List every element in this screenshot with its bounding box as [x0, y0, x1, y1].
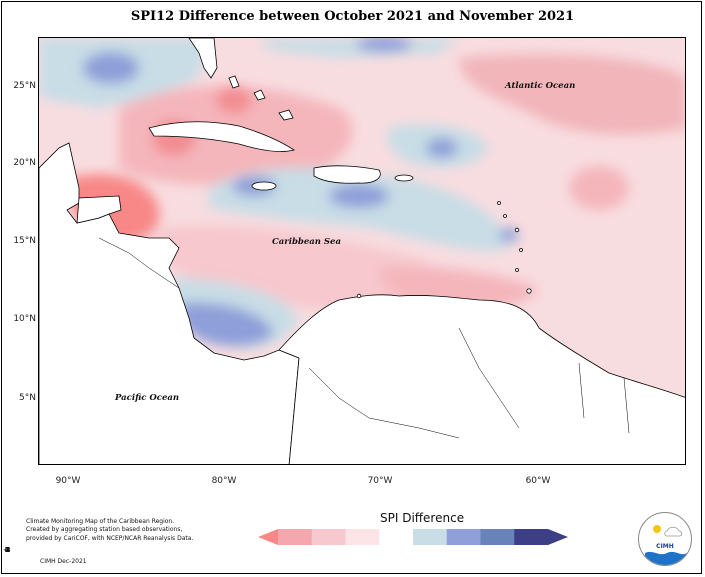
- contour-lesser-antilles-blue: [499, 228, 519, 242]
- credit-text: Climate Monitoring Map of the Caribbean …: [26, 518, 193, 543]
- credit-line-1: Climate Monitoring Map of the Caribbean …: [26, 518, 175, 525]
- contour-top-dark-blue: [356, 38, 412, 52]
- lat-label-10n: 10°N: [13, 314, 36, 324]
- land-antilles-2: [503, 214, 507, 218]
- border-guatemala: [98, 237, 150, 269]
- credit-date: CIMH Dec-2021: [40, 558, 87, 565]
- legend-tick-label: 4: [4, 546, 10, 554]
- border-colombia-venezuela: [308, 367, 460, 439]
- lat-label-25n: 25°N: [13, 81, 36, 91]
- lon-label-90w: 90°W: [55, 476, 81, 486]
- legend-tick-label: 1: [4, 546, 10, 554]
- contour-nw-dark-blue: [83, 52, 139, 84]
- border-suriname-guiana: [623, 377, 630, 434]
- legend-swatches: [258, 529, 568, 545]
- land-antilles-5: [515, 268, 519, 272]
- credit-line-3: provided by CariCOF, with NCEP/NCAR Rean…: [26, 534, 194, 542]
- legend-swatch-3: [345, 529, 380, 545]
- sun-icon: [653, 525, 661, 533]
- border-venezuela-guyana: [458, 327, 520, 429]
- land-antilles-4: [519, 248, 523, 252]
- land-south-america: [278, 294, 685, 464]
- land-antilles-3: [514, 227, 520, 233]
- legend-tick-label: -3: [3, 546, 11, 554]
- cloud-icon: [664, 526, 683, 537]
- legend-tick-label: 0: [4, 546, 10, 554]
- contour-antilles-blue: [209, 168, 509, 251]
- land-aruba: [356, 293, 362, 299]
- country-borders: [98, 237, 630, 439]
- land-puerto-rico: [394, 174, 414, 182]
- land-hispaniola: [313, 165, 381, 184]
- label-pacific-ocean: Pacific Ocean: [115, 393, 180, 403]
- legend-tick-label: -1: [3, 546, 11, 554]
- spi-difference-map: [39, 38, 685, 464]
- land-antilles-1: [497, 201, 501, 205]
- legend-swatch-2: [311, 529, 346, 545]
- label-caribbean-sea: Caribbean Sea: [272, 237, 341, 247]
- border-guyana-suriname: [578, 362, 585, 419]
- legend-swatch-5: [413, 529, 448, 545]
- contour-atlantic-pink: [459, 54, 685, 135]
- legend-tick-label: -2: [3, 546, 11, 554]
- legend-arrow-right: [548, 529, 568, 545]
- contour-panama-blue: [178, 302, 274, 347]
- logo-graphic: [645, 525, 687, 565]
- legend-colorbar: [258, 529, 568, 545]
- land-trinidad: [526, 288, 532, 294]
- contour-bahamas-red: [216, 86, 252, 114]
- legend-title: SPI Difference: [380, 511, 465, 525]
- cimh-logo-icon: CIMH: [638, 512, 692, 566]
- land: [39, 38, 685, 464]
- land-bahamas-3: [278, 109, 294, 121]
- land-bahamas-1: [228, 75, 240, 89]
- lon-label-70w: 70°W: [367, 476, 393, 486]
- legend-swatch-4: [379, 529, 414, 545]
- lat-label-5n: 5°N: [19, 393, 36, 403]
- land-jamaica: [251, 181, 277, 191]
- legend-swatch-last: [514, 529, 548, 545]
- contour-hispaniola-blue: [329, 184, 389, 208]
- land-cuba: [148, 121, 295, 152]
- map-panel: [38, 37, 686, 465]
- map-title: SPI12 Difference between October 2021 an…: [130, 9, 575, 24]
- land-bahamas-2: [253, 89, 266, 101]
- lon-label-80w: 80°W: [211, 476, 237, 486]
- wave-icon: [645, 551, 687, 565]
- lat-label-15n: 15°N: [13, 236, 36, 246]
- lat-label-20n: 20°N: [13, 158, 36, 168]
- border-honduras: [148, 267, 180, 289]
- contour-north-dark-blue: [426, 138, 458, 158]
- legend-tick-label: 3: [4, 546, 10, 554]
- credit-line-2: Created by aggregating station based obs…: [26, 526, 183, 534]
- legend-swatch-1: [278, 529, 313, 545]
- legend-arrow-left: [258, 529, 278, 545]
- lon-label-60w: 60°W: [525, 476, 551, 486]
- spi-contours: [39, 38, 685, 438]
- legend-tick-label: 2: [4, 546, 10, 554]
- legend-swatch-6: [446, 529, 481, 545]
- land-florida: [188, 38, 218, 79]
- contour-atlantic-pink-2: [569, 166, 629, 210]
- label-atlantic-ocean: Atlantic Ocean: [505, 81, 576, 91]
- legend-tick-label: -4: [3, 546, 11, 554]
- legend-swatch-7: [480, 529, 515, 545]
- land-yucatan: [76, 195, 122, 224]
- logo-text: CIMH: [656, 543, 674, 550]
